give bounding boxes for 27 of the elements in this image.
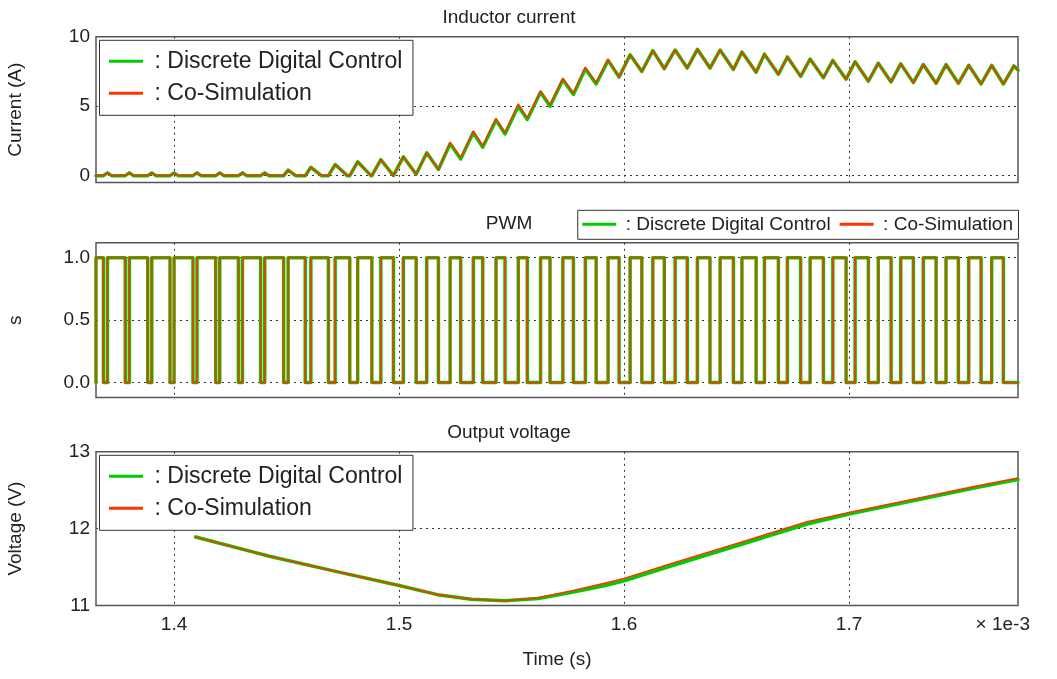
- y-axis-title: Voltage (V): [3, 481, 25, 576]
- legend-label: : Co-Simulation: [883, 212, 1014, 234]
- x-tick-label: 1.5: [385, 613, 413, 635]
- y-tick-label: 0.0: [63, 370, 90, 392]
- chart-title: Inductor current: [442, 5, 577, 27]
- legend-label: : Discrete Digital Control: [154, 46, 403, 73]
- chart-title: Output voltage: [447, 420, 571, 442]
- legend-label: : Discrete Digital Control: [625, 212, 831, 234]
- text: × 1e-3: [975, 613, 1030, 635]
- y-axis-title: s: [3, 315, 25, 325]
- chart-title: PWM: [485, 211, 533, 233]
- x-tick-label: 1.4: [160, 613, 188, 635]
- y-tick-label: 5: [79, 94, 90, 116]
- y-tick-label: 1.0: [63, 246, 90, 268]
- y-tick-label: 0: [79, 163, 90, 185]
- y-axis-title: Current (A): [3, 62, 25, 157]
- y-tick-label: 11: [70, 593, 90, 615]
- legend-label: : Co-Simulation: [154, 493, 312, 520]
- x-tick-label: 1.7: [835, 613, 863, 635]
- legend-label: : Co-Simulation: [154, 78, 312, 105]
- y-tick-label: 10: [68, 25, 90, 47]
- y-tick-label: 12: [68, 516, 90, 538]
- x-axis-title: Time (s): [522, 647, 592, 669]
- x-tick-label: 1.6: [610, 613, 638, 635]
- legend-label: : Discrete Digital Control: [154, 461, 403, 488]
- y-tick-label: 13: [68, 440, 90, 462]
- y-tick-label: 0.5: [63, 308, 90, 330]
